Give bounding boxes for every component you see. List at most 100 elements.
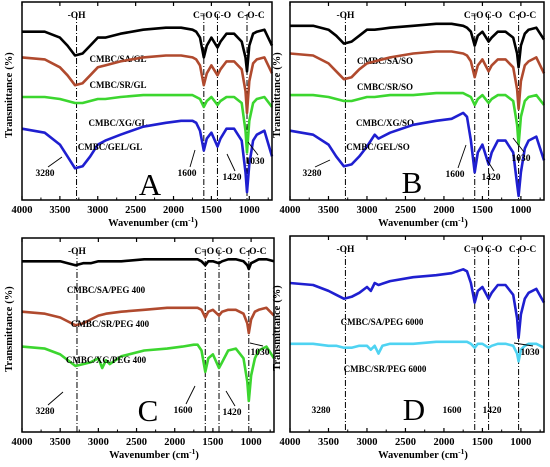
x-axis-unit-sup: -1 xyxy=(458,447,464,456)
series-line xyxy=(289,50,546,111)
x-axis-label: Wavenumber (cm-1) xyxy=(109,447,199,461)
series-line xyxy=(21,343,276,403)
band-label: -OH xyxy=(68,11,87,21)
series-line xyxy=(22,258,275,271)
x-axis-unit: cm xyxy=(176,450,190,461)
panel-label: C xyxy=(138,393,159,428)
series-line xyxy=(21,119,274,194)
x-tick-label: 2000 xyxy=(164,437,185,448)
band-label: C-O xyxy=(214,11,231,21)
y-axis-title: Transmittance xyxy=(272,305,283,370)
series-label: CMBC/XG/SO xyxy=(356,118,414,128)
y-axis-title: Transmittance xyxy=(4,72,15,137)
y-axis-unit: (%) xyxy=(272,285,283,303)
annotation-label: 1600 xyxy=(443,406,462,416)
panel-label: D xyxy=(403,392,425,427)
x-axis-unit: cm xyxy=(445,450,459,461)
series-line xyxy=(290,91,546,146)
series-label: CMBC/XG/PEG 400 xyxy=(66,355,147,365)
annotation-label: 1600 xyxy=(174,406,193,416)
x-tick-label: 1000 xyxy=(510,205,531,216)
band-label: C-O-C xyxy=(237,11,265,21)
band-label: C-O xyxy=(215,247,232,257)
x-tick-label: 3500 xyxy=(318,437,339,448)
y-axis-title: Transmittance xyxy=(272,72,283,137)
annotation-arrow xyxy=(47,156,63,168)
series-label: CMBC/SR/PEG 6000 xyxy=(344,364,427,374)
annotation-arrow xyxy=(513,342,534,347)
annotation-arrow xyxy=(512,137,525,153)
plot-frame xyxy=(289,1,545,201)
annotation-label: 3280 xyxy=(303,169,322,179)
y-axis-unit: (%) xyxy=(272,52,283,70)
annotation-label: 1420 xyxy=(482,173,501,183)
x-tick-label: 1500 xyxy=(202,437,223,448)
y-axis-label: Transmittance (%) xyxy=(4,52,15,138)
plot-frame xyxy=(289,235,545,433)
x-axis-unit-open: ( xyxy=(169,218,176,229)
series-line xyxy=(290,340,545,363)
x-axis-unit-close: ) xyxy=(464,450,468,461)
annotation-label: 1420 xyxy=(223,173,242,183)
series-line xyxy=(289,268,546,340)
x-axis-unit-sup: -1 xyxy=(188,215,194,224)
x-tick-label: 3500 xyxy=(50,437,71,448)
series-line xyxy=(22,93,274,154)
annotation-arrow xyxy=(47,391,64,406)
series-line xyxy=(21,306,275,335)
band-label: C=O xyxy=(194,247,214,257)
annotation-arrow xyxy=(457,144,467,169)
series-label: CMBC/SA/GL xyxy=(89,54,146,64)
x-axis-title: Wavenumber xyxy=(378,450,439,461)
x-tick-label: 2500 xyxy=(395,437,416,448)
band-label: -OH xyxy=(68,247,87,257)
band-label: C-O-C xyxy=(509,11,537,21)
x-axis-title: Wavenumber xyxy=(108,218,169,229)
x-axis-unit-close: ) xyxy=(194,218,198,229)
band-label: C-O xyxy=(485,11,502,21)
x-tick-label: 1000 xyxy=(510,437,531,448)
panel-c: -OH C=O C-O C-O-C CMBC/SA/PEG 400 CMBC/SR/PEG… xyxy=(4,237,276,461)
x-tick-label: 3000 xyxy=(87,205,108,216)
panel-b: -OH C=O C-O C-O-C CMBC/SA/SO CMBC/SR/SO CMBC/X… xyxy=(272,1,546,229)
y-axis-title: Transmittance xyxy=(4,306,15,371)
x-tick-label: 3000 xyxy=(88,437,109,448)
y-axis-label: Transmittance (%) xyxy=(272,285,283,371)
series-label: CMBC/SR/PEG 400 xyxy=(71,319,150,329)
series-label: CMBC/GEL/SO xyxy=(346,142,410,152)
x-tick-label: 2500 xyxy=(125,205,146,216)
series-label: CMBC/SA/PEG 6000 xyxy=(341,317,424,327)
x-tick-label: 2500 xyxy=(395,205,416,216)
plot-frame xyxy=(21,1,273,201)
x-axis-unit: cm xyxy=(445,218,459,229)
annotation-arrow xyxy=(225,390,236,407)
series-line xyxy=(289,111,546,198)
band-label: C-O-C xyxy=(239,247,267,257)
band-label: C-O-C xyxy=(509,245,537,255)
annotation-label: 1030 xyxy=(251,348,270,358)
annotation-label: 3280 xyxy=(312,406,331,416)
band-label: C-O xyxy=(485,245,502,255)
band-label: C=O xyxy=(464,11,484,21)
band-label: C=O xyxy=(193,11,213,21)
x-tick-label: 4000 xyxy=(280,205,301,216)
x-tick-label: 4000 xyxy=(12,205,33,216)
y-axis-label: Transmittance (%) xyxy=(4,286,15,372)
panel-label: B xyxy=(402,165,423,200)
x-tick-label: 1000 xyxy=(241,437,262,448)
annotation-label: 1420 xyxy=(223,408,242,418)
x-axis-unit: cm xyxy=(175,218,189,229)
y-axis-label: Transmittance (%) xyxy=(272,52,283,138)
series-line xyxy=(21,54,274,115)
x-axis-label: Wavenumber (cm-1) xyxy=(108,215,198,229)
x-axis-unit-open: ( xyxy=(439,218,446,229)
x-tick-label: 3000 xyxy=(356,437,377,448)
x-axis-unit-close: ) xyxy=(464,218,468,229)
panel-d: -OH C=O C-O C-O-C CMBC/SA/PEG 6000 CMBC/SR/PE… xyxy=(272,235,546,461)
x-tick-label: 4000 xyxy=(12,437,33,448)
series-line xyxy=(290,22,546,69)
annotation-label: 1420 xyxy=(483,406,502,416)
x-axis-unit-close: ) xyxy=(195,450,199,461)
series-line xyxy=(22,26,274,73)
